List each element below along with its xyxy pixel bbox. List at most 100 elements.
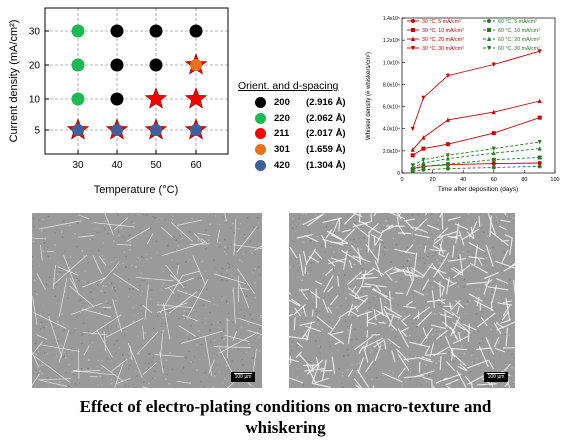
grain-speck <box>209 341 212 343</box>
grain-speck <box>197 277 200 279</box>
grain-speck <box>462 283 464 285</box>
grain-speck <box>182 366 185 369</box>
grain-speck <box>236 334 238 336</box>
grain-speck <box>219 364 221 366</box>
grain-speck <box>307 360 310 363</box>
orientation-dot-200 <box>110 58 124 72</box>
series-point <box>491 157 496 162</box>
grain-speck <box>424 262 426 265</box>
whisker <box>361 273 373 276</box>
grain-speck <box>131 264 133 267</box>
whisker <box>40 344 80 352</box>
grain-speck <box>293 255 294 257</box>
sem-micrograph-right: 100 µm <box>289 213 515 388</box>
whisker <box>331 356 335 374</box>
grain-speck <box>356 348 358 351</box>
grain-speck <box>384 220 387 223</box>
grain-speck <box>245 251 247 253</box>
grain-speck <box>436 213 438 215</box>
series-lines <box>410 49 542 174</box>
grain-speck <box>446 266 448 267</box>
grain-speck <box>89 238 91 241</box>
whisker <box>347 369 353 378</box>
whisker <box>176 380 192 384</box>
y-tick-label: 8.0x10⁴ <box>383 82 400 88</box>
grain-speck <box>205 249 207 251</box>
series-point <box>491 165 496 170</box>
grain-speck <box>321 263 323 265</box>
grain-speck <box>197 239 200 242</box>
grain-speck <box>338 368 341 370</box>
grain-speck <box>342 386 344 388</box>
grain-speck <box>371 378 373 381</box>
grain-speck <box>449 265 451 267</box>
grain-speck <box>97 249 100 252</box>
grain-speck <box>100 367 103 369</box>
y-tick-label: 1.4x10⁵ <box>383 16 400 22</box>
grain-speck <box>317 311 319 313</box>
star-marker <box>184 87 208 109</box>
series-point <box>491 161 496 166</box>
whisker-texture <box>289 213 515 388</box>
grain-speck <box>411 232 414 235</box>
whisker <box>71 370 101 373</box>
grain-speck <box>169 217 171 219</box>
whisker <box>247 329 262 335</box>
grain-speck <box>73 374 75 376</box>
grain-speck <box>439 262 442 265</box>
grain-speck <box>123 251 126 253</box>
whisker <box>451 311 459 319</box>
grain-speck <box>200 261 202 263</box>
grain-speck <box>180 370 183 372</box>
grain-speck <box>93 294 95 296</box>
grain-speck <box>351 363 354 366</box>
grain-speck <box>323 338 325 339</box>
grain-speck <box>172 215 174 217</box>
grain-speck <box>341 280 342 282</box>
grain-speck <box>225 253 228 255</box>
grain-speck <box>135 370 137 372</box>
whisker <box>448 282 457 287</box>
whisker <box>39 220 82 230</box>
whisker <box>71 302 103 315</box>
grain-speck <box>406 259 409 262</box>
grain-speck <box>185 291 187 293</box>
whisker <box>63 255 80 296</box>
grain-speck <box>424 339 427 342</box>
grain-speck <box>396 280 398 283</box>
grain-speck <box>188 337 190 340</box>
grain-speck <box>83 345 86 347</box>
grain-speck <box>245 295 248 298</box>
grain-speck <box>44 357 46 359</box>
grain-speck <box>249 214 251 216</box>
grain-speck <box>139 259 141 261</box>
grain-speck <box>466 380 468 382</box>
grain-speck <box>426 373 429 375</box>
grain-speck <box>235 248 237 250</box>
grain-speck <box>508 334 511 336</box>
grain-speck <box>478 365 480 367</box>
grain-speck <box>54 243 57 246</box>
grain-speck <box>178 241 180 244</box>
grain-speck <box>301 279 303 282</box>
orientation-dot-420 <box>150 124 162 136</box>
grain-speck <box>396 351 399 354</box>
whisker <box>375 285 382 292</box>
whisker <box>36 273 46 290</box>
grain-speck <box>323 297 325 299</box>
grain-speck <box>315 310 317 313</box>
grain-speck <box>117 325 120 328</box>
grain-speck <box>474 251 476 253</box>
grain-speck <box>390 295 392 297</box>
grain-speck <box>428 288 430 291</box>
grain-speck <box>243 315 246 318</box>
grain-speck <box>377 356 380 359</box>
grain-speck <box>201 321 204 323</box>
grain-speck <box>137 335 139 337</box>
grain-speck <box>165 359 168 362</box>
grain-speck <box>300 223 302 226</box>
series-2 <box>410 115 542 158</box>
grain-speck <box>459 331 462 334</box>
grain-speck <box>135 360 137 362</box>
grain-speck <box>397 344 399 346</box>
